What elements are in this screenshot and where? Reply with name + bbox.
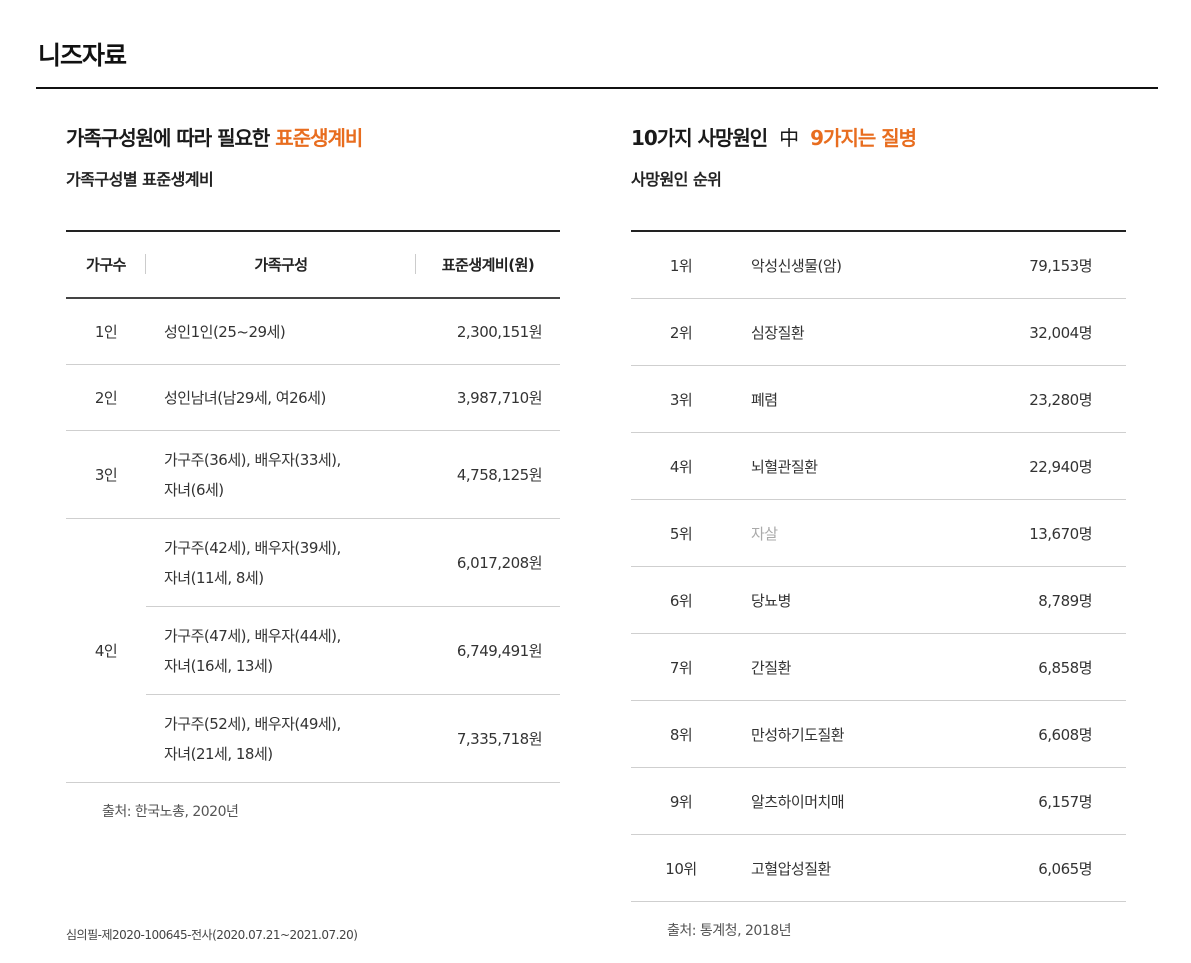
household-count: 4인 (66, 518, 146, 783)
cause-name: 당뇨병 (731, 566, 961, 634)
living-cost-table: 가구수 가족구성 표준생계비(원) 1인 성인1인(25~29세) 2,300,… (66, 232, 560, 783)
table-row: 4인 가구주(42세), 배우자(39세), 자녀(11세, 8세) 6,017,… (66, 518, 560, 783)
family-composition: 가구주(47세), 배우자(44세), 자녀(16세, 13세) (146, 606, 416, 695)
rank: 6위 (631, 566, 731, 634)
living-cost: 7,335,718원 (416, 694, 560, 783)
living-cost-subhead: 가족구성별 표준생계비 (66, 170, 214, 189)
death-causes-headline: 10가지 사망원인 中 9가지는 질병 (631, 120, 1126, 156)
living-cost: 2,300,151원 (416, 298, 560, 365)
death-count: 6,858명 (961, 633, 1126, 701)
living-cost: 4,758,125원 (416, 430, 560, 519)
rank: 7위 (631, 633, 731, 701)
cause-name: 자살 (731, 499, 961, 567)
table-row: 1인 성인1인(25~29세) 2,300,151원 (66, 298, 560, 365)
table-top-rule (66, 230, 560, 232)
death-count: 6,065명 (961, 834, 1126, 902)
table-row: 7위 간질환 6,858명 (631, 633, 1126, 701)
living-cost: 3,987,710원 (416, 364, 560, 431)
source-note: 출처: 통계청, 2018년 (667, 923, 791, 939)
table-row: 9위 알츠하이머치매 6,157명 (631, 767, 1126, 835)
death-count: 23,280명 (961, 365, 1126, 433)
source-note: 출처: 한국노총, 2020년 (102, 804, 239, 820)
rank: 9위 (631, 767, 731, 835)
table-row: 10위 고혈압성질환 6,065명 (631, 834, 1126, 902)
rank: 3위 (631, 365, 731, 433)
living-cost: 6,749,491원 (416, 606, 560, 695)
title-divider (36, 87, 1158, 89)
death-count: 22,940명 (961, 432, 1126, 500)
family-composition: 성인남녀(남29세, 여26세) (146, 364, 416, 431)
rank: 1위 (631, 232, 731, 299)
rank: 8위 (631, 700, 731, 768)
death-causes-section: 10가지 사망원인 中 9가지는 질병 사망원인 순위 1위 악성신생물(암) 79… (631, 120, 1126, 940)
death-count: 8,789명 (961, 566, 1126, 634)
living-cost-section: 가족구성원에 따라 필요한 표준생계비 가족구성별 표준생계비 가구수 가족구성… (66, 120, 560, 821)
table-row: 2인 성인남녀(남29세, 여26세) 3,987,710원 (66, 364, 560, 431)
headline-text: 10가지 사망원인 (631, 126, 768, 150)
household-count: 1인 (66, 298, 146, 365)
death-count: 13,670명 (961, 499, 1126, 567)
page-title: 니즈자료 (38, 41, 127, 70)
rank: 4위 (631, 432, 731, 500)
family-composition: 성인1인(25~29세) (146, 298, 416, 365)
table-row: 5위 자살 13,670명 (631, 499, 1126, 567)
cause-name: 악성신생물(암) (731, 232, 961, 299)
table-row: 가구주(52세), 배우자(49세), 자녀(21세, 18세) 7,335,71… (66, 694, 560, 783)
death-causes-table: 1위 악성신생물(암) 79,153명 2위 심장질환 32,004명 3위 폐렴 23,2… (631, 232, 1126, 902)
table-row: 3위 폐렴 23,280명 (631, 365, 1126, 433)
death-count: 79,153명 (961, 232, 1126, 299)
cause-name: 만성하기도질환 (731, 700, 961, 768)
table-row: 6위 당뇨병 8,789명 (631, 566, 1126, 634)
column-header-cost: 표준생계비(원) (416, 232, 560, 299)
headline-highlight: 표준생계비 (275, 126, 363, 150)
table-row: 4위 뇌혈관질환 22,940명 (631, 432, 1126, 500)
column-header-composition: 가족구성 (146, 232, 416, 299)
death-count: 6,157명 (961, 767, 1126, 835)
column-header-household: 가구수 (66, 232, 146, 299)
household-count: 3인 (66, 430, 146, 519)
death-count: 32,004명 (961, 298, 1126, 366)
family-composition: 가구주(42세), 배우자(39세), 자녀(11세, 8세) (146, 518, 416, 607)
rank: 5위 (631, 499, 731, 567)
cause-name: 뇌혈관질환 (731, 432, 961, 500)
headline-text: 가족구성원에 따라 필요한 (66, 126, 270, 150)
table-row: 1위 악성신생물(암) 79,153명 (631, 232, 1126, 299)
death-count: 6,608명 (961, 700, 1126, 768)
cause-name: 간질환 (731, 633, 961, 701)
family-composition: 가구주(36세), 배우자(33세), 자녀(6세) (146, 430, 416, 519)
rank: 2위 (631, 298, 731, 366)
headline-mid: 中 (779, 126, 799, 150)
review-approval-note: 심의필-제2020-100645-전사(2020.07.21~2021.07.2… (66, 928, 358, 942)
living-cost-headline: 가족구성원에 따라 필요한 표준생계비 (66, 120, 560, 156)
rank: 10위 (631, 834, 731, 902)
table-top-rule (631, 230, 1126, 232)
headline-highlight: 9가지는 질병 (810, 126, 917, 150)
cause-name: 알츠하이머치매 (731, 767, 961, 835)
table-row: 8위 만성하기도질환 6,608명 (631, 700, 1126, 768)
cause-name: 고혈압성질환 (731, 834, 961, 902)
living-cost: 6,017,208원 (416, 518, 560, 607)
death-causes-subhead: 사망원인 순위 (631, 170, 722, 189)
household-count: 2인 (66, 364, 146, 431)
table-row: 3인 가구주(36세), 배우자(33세), 자녀(6세) 4,758,125원 (66, 430, 560, 519)
family-composition: 가구주(52세), 배우자(49세), 자녀(21세, 18세) (146, 694, 416, 783)
table-row: 2위 심장질환 32,004명 (631, 298, 1126, 366)
cause-name: 폐렴 (731, 365, 961, 433)
table-row: 가구주(47세), 배우자(44세), 자녀(16세, 13세) 6,749,49… (66, 606, 560, 695)
cause-name: 심장질환 (731, 298, 961, 366)
